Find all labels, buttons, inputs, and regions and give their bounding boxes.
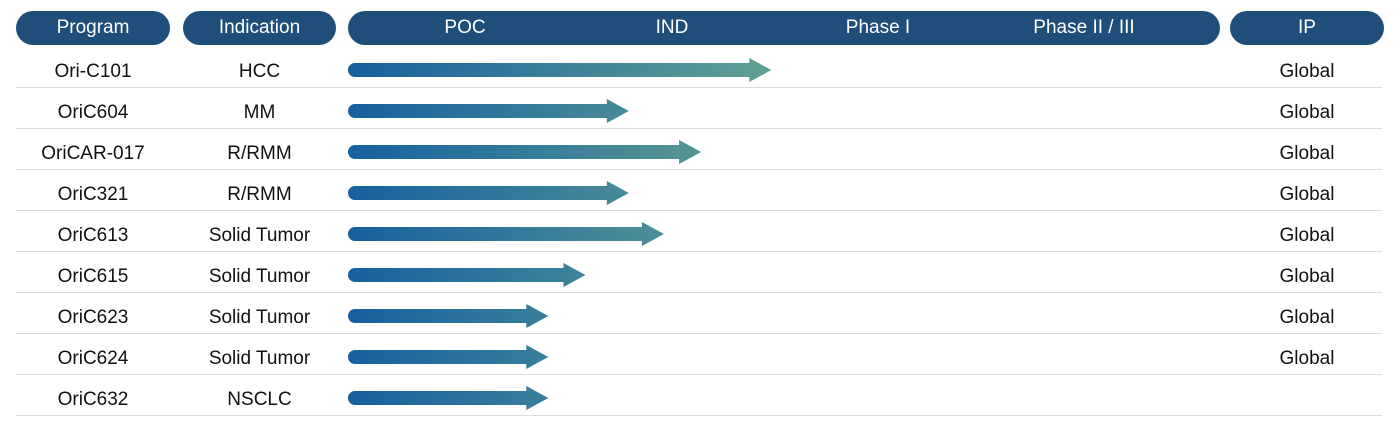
program-header-label: Program [56, 17, 130, 38]
progress-arrow-oric632 [348, 386, 549, 410]
ip-header: IP [1230, 11, 1384, 45]
stage-label-phase-2-3: Phase II / III [1033, 17, 1135, 38]
indication-header: Indication [183, 11, 336, 45]
program-cell: OriC623 [57, 307, 129, 328]
indication-cell: R/RMM [227, 184, 292, 205]
ip-cell: Global [1279, 184, 1335, 205]
progress-arrow-oric613 [348, 222, 664, 246]
program-cell: OriC321 [57, 184, 129, 205]
ip-cell: Global [1279, 143, 1335, 164]
ip-cell: Global [1279, 307, 1335, 328]
program-cell: OriC613 [57, 225, 129, 246]
row-divider [16, 128, 1382, 129]
program-cell: OriC624 [57, 348, 129, 369]
program-cell: Ori-C101 [54, 61, 132, 82]
indication-cell: Solid Tumor [208, 307, 311, 328]
ip-cell: Global [1279, 266, 1335, 287]
indication-header-label: Indication [218, 17, 301, 38]
indication-cell: MM [243, 102, 276, 123]
row-divider [16, 251, 1382, 252]
program-cell: OriC632 [57, 389, 129, 410]
stage-label-poc: POC [444, 17, 486, 38]
row-divider [16, 87, 1382, 88]
ip-cell: Global [1279, 61, 1335, 82]
progress-arrow-oric615 [348, 263, 586, 287]
ip-cell: Global [1279, 102, 1335, 123]
ip-header-label: IP [1298, 17, 1316, 38]
row-divider [16, 415, 1382, 416]
row-divider [16, 333, 1382, 334]
stage-header: POC IND Phase I Phase II / III [348, 11, 1220, 45]
ip-cell: Global [1279, 225, 1335, 246]
program-header: Program [16, 11, 170, 45]
row-divider [16, 169, 1382, 170]
ip-cell: Global [1279, 348, 1335, 369]
program-cell: OriC604 [57, 102, 129, 123]
progress-arrow-oric624 [348, 345, 549, 369]
progress-arrow-oric623 [348, 304, 549, 328]
program-cell: OriCAR-017 [41, 143, 145, 164]
stage-label-phase-1: Phase I [845, 17, 911, 38]
progress-arrow-ori-c101 [348, 58, 772, 82]
indication-cell: HCC [238, 61, 281, 82]
indication-cell: NSCLC [227, 389, 292, 410]
progress-arrow-oric321 [348, 181, 629, 205]
indication-cell: Solid Tumor [208, 225, 311, 246]
indication-cell: R/RMM [227, 143, 292, 164]
indication-cell: Solid Tumor [208, 348, 311, 369]
stage-label-ind: IND [655, 17, 689, 38]
indication-cell: Solid Tumor [208, 266, 311, 287]
program-cell: OriC615 [57, 266, 129, 287]
progress-arrow-oricar-017 [348, 140, 702, 164]
row-divider [16, 292, 1382, 293]
row-divider [16, 374, 1382, 375]
row-divider [16, 210, 1382, 211]
progress-arrow-oric604 [348, 99, 629, 123]
